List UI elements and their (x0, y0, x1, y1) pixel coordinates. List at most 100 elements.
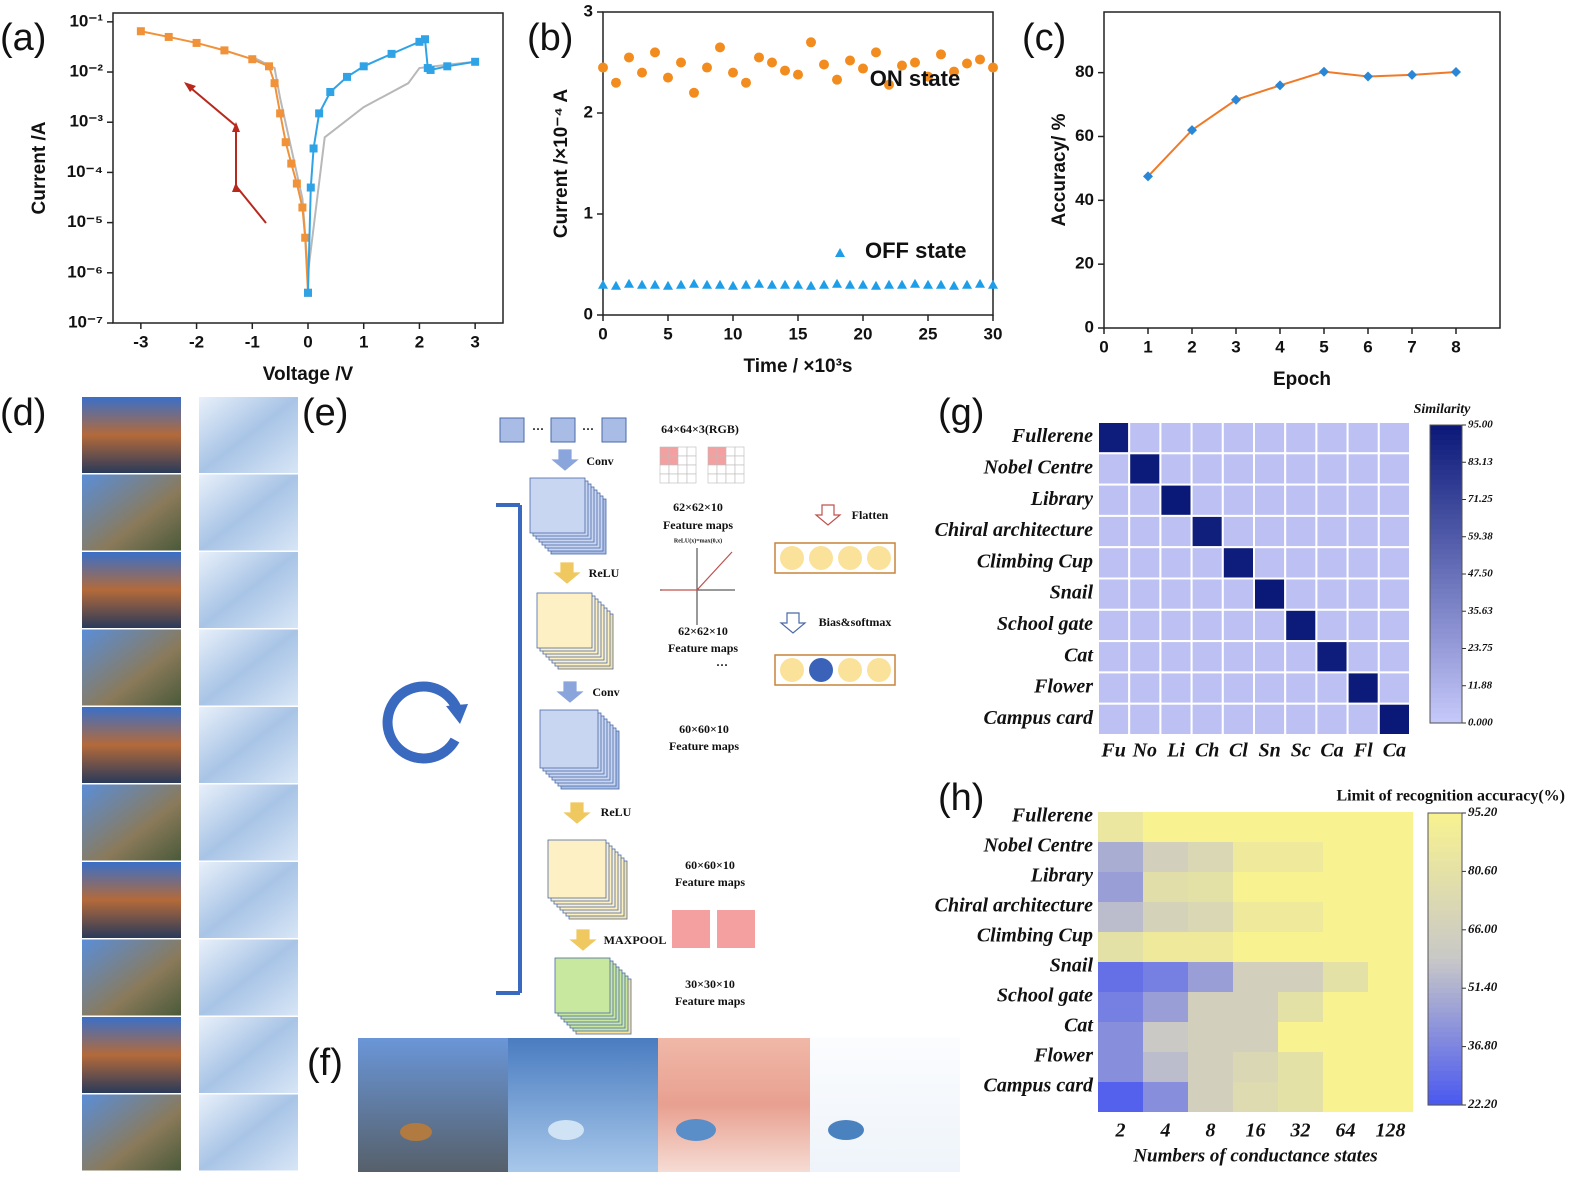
colorbar-segment (1430, 489, 1462, 496)
colorbar-segment (1428, 895, 1462, 902)
photo (82, 552, 181, 628)
heatmap-cell (1253, 702, 1287, 737)
heatmap-cell (1128, 640, 1162, 674)
heatmap-cell (1278, 842, 1323, 872)
marker (949, 280, 959, 290)
heatmap-cell (1233, 1022, 1278, 1052)
heatmap-cell (1190, 702, 1224, 737)
colorbar-segment (1428, 934, 1462, 941)
colorbar-segment (1428, 1036, 1462, 1043)
step-arrow (563, 802, 591, 824)
marker (819, 279, 829, 289)
heatmap-cell (1098, 812, 1143, 842)
heatmap-cell (1346, 640, 1380, 674)
heatmap-cell (1098, 1052, 1143, 1082)
heatmap-cell (1377, 483, 1412, 517)
marker (387, 49, 396, 58)
y-tick-label: 40 (1075, 190, 1094, 209)
heatmap-cell (1315, 483, 1349, 517)
heatmap-cell (1346, 452, 1380, 486)
diagram-label: ReLU (601, 805, 632, 819)
marker (910, 57, 920, 68)
photo (82, 397, 181, 473)
heatmap-cell (1278, 902, 1323, 932)
colorbar-segment (1428, 954, 1462, 960)
colorbar-segment (1430, 598, 1462, 605)
row-label: Library (1030, 865, 1093, 887)
colorbar-segment (1430, 454, 1462, 461)
heatmap-cell (1128, 608, 1162, 643)
marker (806, 37, 816, 48)
kernel-cell (716, 446, 727, 457)
input-square (550, 417, 576, 443)
colorbar-segment (1428, 949, 1462, 955)
heatmap-cell (1278, 812, 1323, 842)
heatmap-cell (1098, 1022, 1143, 1052)
colorbar-segment (1430, 474, 1462, 481)
marker (265, 62, 273, 71)
feature-image (199, 552, 298, 628)
colorbar-segment (1430, 688, 1462, 694)
marker (780, 65, 790, 76)
heatmap-cell (1221, 546, 1256, 580)
heatmap-cell (1253, 671, 1287, 705)
neuron (838, 658, 862, 682)
heatmap-cell (1098, 932, 1143, 962)
diagram-label: Bias&softmax (819, 615, 892, 629)
x-tick-label: 2 (1187, 337, 1196, 356)
kernel-cell (716, 464, 727, 475)
colorbar-segment (1428, 847, 1462, 853)
heatmap-cell (1098, 992, 1143, 1022)
row-label: Flower (1033, 676, 1093, 698)
panel-label: (a) (0, 17, 46, 59)
marker (871, 280, 881, 290)
heatmap-cell (1253, 640, 1287, 674)
marker (248, 55, 257, 64)
colorbar-segment (1428, 905, 1462, 911)
diagram-label: Feature maps (668, 641, 738, 655)
x-tick-label: 7 (1407, 337, 1416, 356)
colorbar-segment (1430, 693, 1462, 699)
series-line (1147, 70, 1457, 178)
colorbar-segment (1428, 1080, 1462, 1087)
x-tick-label: 25 (919, 324, 938, 343)
neuron (838, 546, 862, 570)
plot-frame (1103, 11, 1501, 329)
heatmap-cell (1284, 546, 1318, 580)
y-tick-label: 10⁻⁶ (67, 262, 103, 281)
colorbar-frame (1427, 812, 1463, 1106)
marker (598, 279, 608, 289)
colorbar-segment (1430, 559, 1462, 565)
heatmap-cell (1278, 932, 1323, 962)
colorbar-segment (1430, 638, 1462, 645)
diagram-label: 62×62×10 (673, 500, 723, 514)
diagram-label: Feature maps (675, 875, 745, 889)
feature-map (554, 957, 611, 1014)
colorbar-segment (1430, 569, 1462, 575)
heatmap-cell (1284, 702, 1318, 737)
heatmap-cell (1315, 702, 1349, 737)
colorbar-segment (1428, 1027, 1462, 1033)
colorbar-segment (1430, 529, 1462, 535)
colorbar-segment (1430, 514, 1462, 520)
y-tick-label: 80 (1075, 62, 1094, 81)
kernel-cell (668, 455, 679, 466)
input-square (499, 417, 525, 443)
heatmap-cell (1097, 483, 1131, 517)
heatmap-cell (1188, 872, 1233, 902)
heatmap-cell (1315, 640, 1349, 674)
colorbar-segment (1428, 973, 1462, 980)
colorbar-segment (1428, 1100, 1462, 1106)
panel-label: (c) (1022, 17, 1066, 59)
heatmap-cell (1159, 483, 1193, 517)
heatmap-cell (1315, 671, 1349, 705)
diagram-label: ReLU(x)=max(0,x) (674, 537, 722, 544)
colorbar-segment (1428, 968, 1462, 975)
column-label: No (1132, 740, 1157, 762)
heatmap-cell (1221, 483, 1256, 517)
column-label: 4 (1160, 1120, 1171, 1142)
arrow-head (184, 82, 196, 92)
x-tick-label: 0 (1099, 337, 1108, 356)
input-square (601, 417, 627, 443)
diagram-label: ··· (582, 422, 594, 436)
